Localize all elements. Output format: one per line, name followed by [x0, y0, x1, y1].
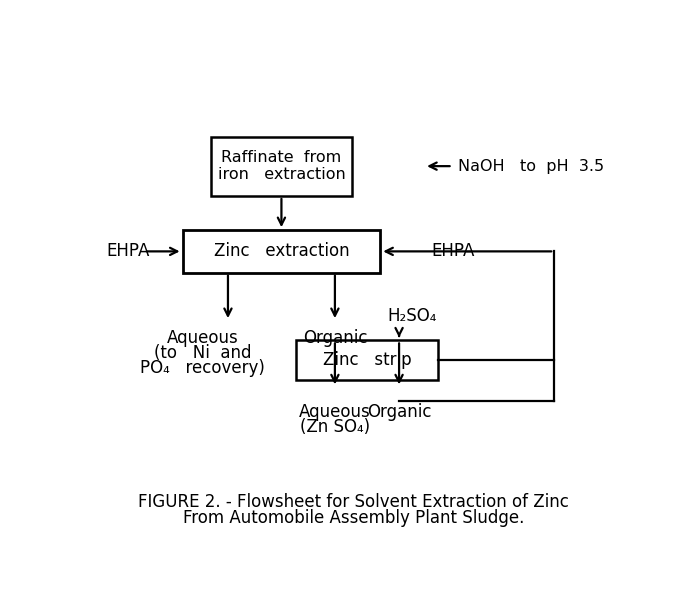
Text: Aqueous: Aqueous — [167, 328, 239, 347]
Text: Zinc   strip: Zinc strip — [323, 351, 411, 369]
Text: PO₄   recovery): PO₄ recovery) — [140, 359, 265, 377]
Text: (Zn SO₄): (Zn SO₄) — [300, 418, 370, 436]
Text: NaOH   to  pH  3.5: NaOH to pH 3.5 — [458, 159, 604, 173]
Text: Aqueous: Aqueous — [299, 403, 371, 421]
Text: Organic: Organic — [303, 328, 367, 347]
Bar — [210, 137, 353, 196]
Text: FIGURE 2. - Flowsheet for Solvent Extraction of Zinc: FIGURE 2. - Flowsheet for Solvent Extrac… — [138, 493, 569, 511]
Bar — [296, 340, 438, 381]
Text: EHPA: EHPA — [106, 242, 150, 260]
Text: From Automobile Assembly Plant Sludge.: From Automobile Assembly Plant Sludge. — [183, 509, 524, 527]
Text: Organic: Organic — [367, 403, 431, 421]
Text: Zinc   extraction: Zinc extraction — [214, 242, 349, 260]
Text: EHPA: EHPA — [431, 242, 475, 260]
Text: (to   Ni  and: (to Ni and — [154, 344, 252, 362]
Bar — [182, 230, 380, 272]
Text: Raffinate  from
iron   extraction: Raffinate from iron extraction — [217, 150, 345, 182]
Text: H₂SO₄: H₂SO₄ — [388, 307, 437, 325]
